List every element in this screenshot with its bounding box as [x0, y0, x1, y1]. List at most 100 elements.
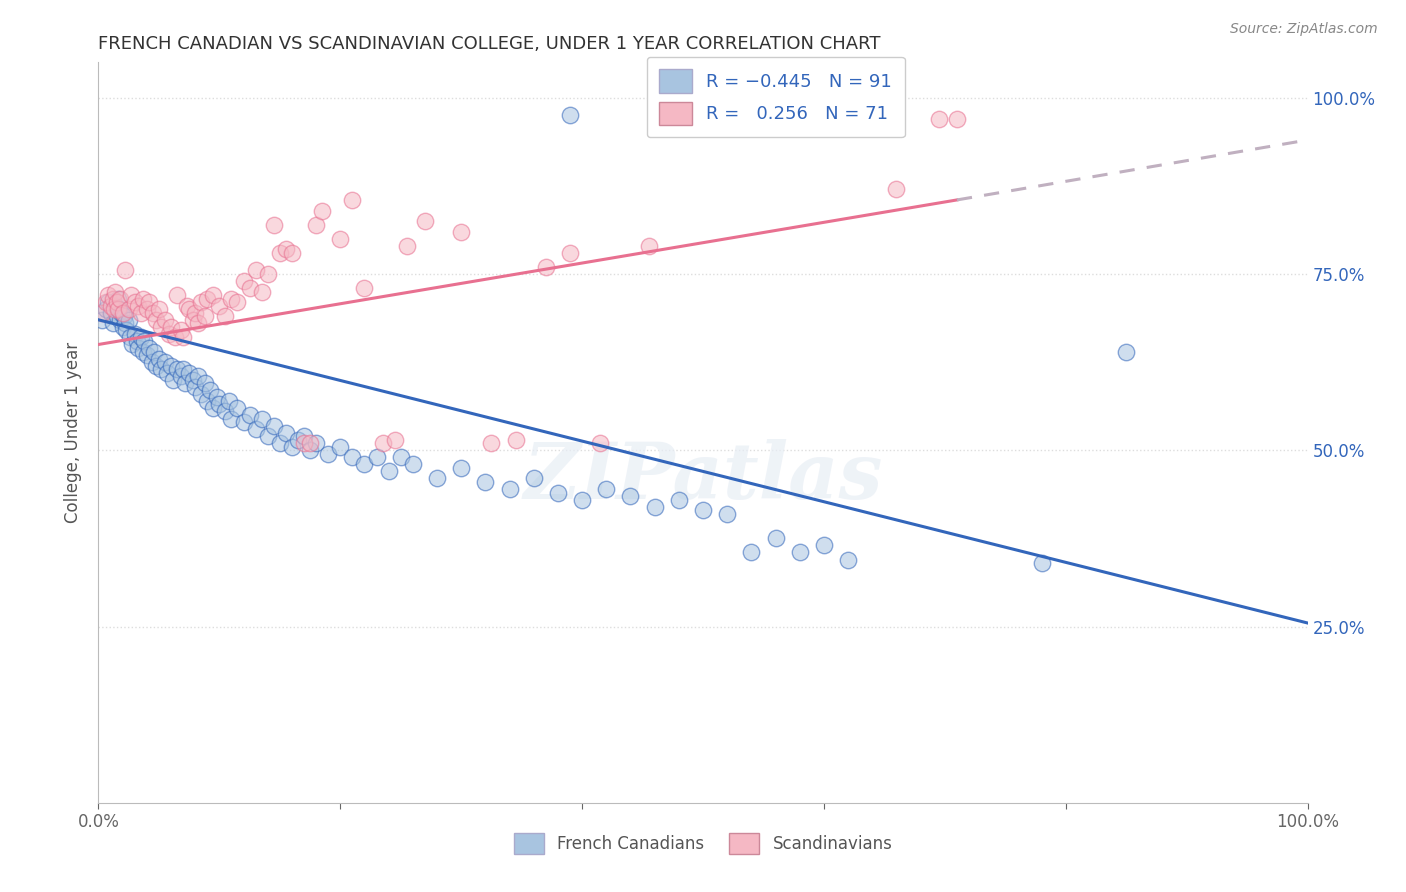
Point — [184, 380, 207, 394]
Point — [166, 362, 188, 376]
Point — [353, 281, 375, 295]
Point — [1031, 556, 1053, 570]
Point — [145, 359, 167, 373]
Point — [150, 362, 173, 376]
Point — [104, 285, 127, 299]
Point — [127, 341, 149, 355]
Text: ZIPatlas: ZIPatlas — [523, 439, 883, 516]
Point — [162, 373, 184, 387]
Point — [305, 218, 328, 232]
Point — [558, 245, 581, 260]
Point — [91, 306, 114, 320]
Point — [384, 433, 406, 447]
Point — [198, 384, 221, 398]
Point — [143, 344, 166, 359]
Point — [179, 302, 201, 317]
Point — [299, 436, 322, 450]
Point — [305, 436, 328, 450]
Point — [1115, 344, 1137, 359]
Point — [426, 471, 449, 485]
Point — [142, 306, 165, 320]
Point — [619, 489, 641, 503]
Point — [194, 310, 217, 324]
Point — [107, 302, 129, 317]
Point — [110, 306, 132, 320]
Point — [202, 288, 225, 302]
Point — [256, 267, 278, 281]
Legend: French Canadians, Scandinavians: French Canadians, Scandinavians — [508, 826, 898, 861]
Point — [534, 260, 557, 274]
Point — [928, 112, 950, 126]
Point — [195, 292, 218, 306]
Point — [190, 387, 212, 401]
Point — [329, 440, 352, 454]
Point — [127, 299, 149, 313]
Point — [107, 292, 129, 306]
Point — [474, 475, 496, 489]
Y-axis label: College, Under 1 year: College, Under 1 year — [65, 342, 83, 524]
Text: Source: ZipAtlas.com: Source: ZipAtlas.com — [1230, 22, 1378, 37]
Point — [129, 306, 152, 320]
Point — [190, 295, 212, 310]
Point — [395, 239, 418, 253]
Point — [287, 433, 309, 447]
Point — [218, 393, 240, 408]
Point — [263, 418, 285, 433]
Point — [589, 436, 612, 450]
Point — [886, 182, 908, 196]
Point — [668, 492, 690, 507]
Point — [571, 492, 593, 507]
Point — [239, 281, 262, 295]
Point — [208, 299, 231, 313]
Point — [245, 422, 267, 436]
Point — [176, 299, 198, 313]
Point — [274, 242, 297, 256]
Point — [132, 344, 155, 359]
Point — [194, 376, 217, 391]
Point — [789, 545, 811, 559]
Point — [184, 306, 207, 320]
Point — [118, 330, 141, 344]
Point — [281, 245, 304, 260]
Point — [208, 397, 231, 411]
Point — [135, 348, 157, 362]
Point — [148, 351, 170, 366]
Point — [94, 295, 117, 310]
Point — [377, 464, 399, 478]
Point — [138, 295, 160, 310]
Point — [813, 538, 835, 552]
Point — [366, 450, 388, 465]
Point — [226, 295, 249, 310]
Point — [342, 193, 364, 207]
Point — [450, 225, 472, 239]
Point — [329, 232, 352, 246]
Point — [94, 302, 117, 317]
Point — [129, 330, 152, 344]
Point — [498, 482, 520, 496]
Point — [269, 245, 291, 260]
Point — [342, 450, 364, 465]
Point — [595, 482, 617, 496]
Point — [450, 461, 472, 475]
Point — [103, 302, 125, 317]
Point — [97, 288, 120, 302]
Point — [114, 316, 136, 330]
Point — [292, 429, 315, 443]
Point — [181, 313, 204, 327]
Point — [135, 302, 157, 317]
Point — [353, 458, 375, 472]
Point — [281, 440, 304, 454]
Point — [371, 436, 394, 450]
Point — [118, 302, 141, 317]
Point — [311, 203, 333, 218]
Point — [214, 310, 236, 324]
Point — [250, 411, 273, 425]
Point — [221, 411, 243, 425]
Point — [153, 313, 176, 327]
Point — [100, 306, 122, 320]
Point — [153, 355, 176, 369]
Point — [121, 337, 143, 351]
Point — [124, 326, 146, 341]
Point — [91, 313, 114, 327]
Point — [263, 218, 285, 232]
